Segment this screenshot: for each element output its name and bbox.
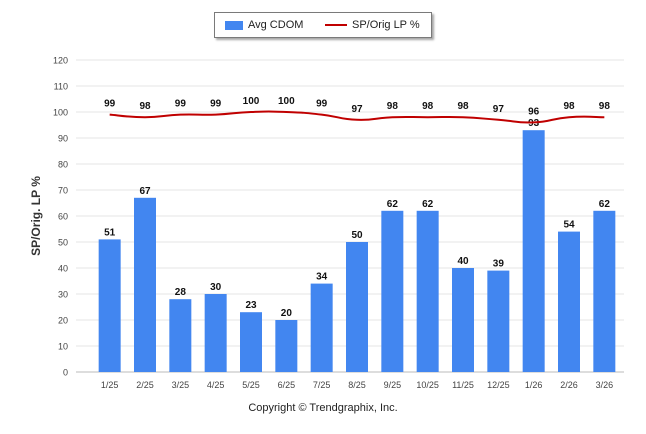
bar[interactable]	[310, 283, 333, 372]
line-value-label: 98	[599, 101, 611, 112]
bar-value-label: 30	[210, 282, 222, 293]
bar[interactable]	[98, 239, 121, 372]
bar[interactable]	[593, 210, 616, 372]
bar-value-label: 93	[528, 118, 540, 129]
x-axis-tick-labels: 1/25 2/25 3/25 4/25 5/25 6/25 7/25 8/25 9/25 10/2…	[101, 380, 613, 390]
line-value-label: 99	[210, 99, 222, 110]
legend-label-avg-cdom: Avg CDOM	[248, 19, 304, 31]
bar[interactable]	[134, 197, 156, 372]
y-tick-label: 10	[58, 342, 68, 352]
bar-value-label: 67	[139, 186, 151, 197]
bar-value-label: 23	[245, 300, 257, 311]
bar[interactable]	[169, 299, 192, 372]
bar[interactable]	[487, 270, 510, 372]
bar-value-label: 62	[387, 199, 399, 210]
bar-value-label: 28	[175, 287, 187, 298]
line-value-label: 98	[563, 101, 575, 112]
bar[interactable]	[558, 231, 580, 372]
y-tick-label: 50	[58, 238, 68, 248]
y-tick-label: 20	[58, 316, 68, 326]
y-tick-label: 40	[58, 264, 68, 274]
bar[interactable]	[381, 210, 404, 372]
x-tick-label: 7/25	[313, 380, 331, 390]
line-value-label: 100	[243, 96, 260, 107]
legend: Avg CDOM SP/Orig LP %	[214, 12, 432, 38]
x-tick-label: 11/25	[452, 380, 474, 390]
x-tick-label: 3/25	[172, 380, 190, 390]
y-tick-label: 30	[58, 290, 68, 300]
line-value-label: 98	[422, 101, 434, 112]
line-value-label: 98	[387, 101, 399, 112]
y-tick-label: 100	[53, 108, 68, 118]
y-tick-label: 110	[54, 82, 68, 92]
legend-item-sp-orig[interactable]: SP/Orig LP %	[325, 19, 420, 31]
line-value-label: 99	[104, 99, 116, 110]
line-value-label: 99	[175, 99, 187, 110]
x-tick-label: 4/25	[207, 380, 225, 390]
line-value-label: 100	[278, 96, 295, 107]
x-tick-label: 1/25	[101, 380, 119, 390]
bar-value-label: 20	[281, 308, 293, 319]
x-tick-label: 6/25	[278, 380, 296, 390]
line-value-label: 97	[351, 104, 363, 115]
line-data-labels: 99 98 99 99 100 100 99 97 98 98 98 97 96 98 98	[104, 96, 610, 117]
x-tick-label: 1/26	[525, 380, 543, 390]
x-tick-label: 2/25	[136, 380, 154, 390]
y-axis-label: SP/Orig. LP %	[29, 176, 43, 256]
y-tick-label: 70	[58, 186, 68, 196]
bars	[98, 130, 616, 372]
bar[interactable]	[416, 210, 439, 372]
bar-value-label: 40	[457, 256, 469, 267]
line-value-label: 99	[316, 99, 328, 110]
x-tick-label: 3/26	[596, 380, 614, 390]
bar-data-labels: 51 67 28 30 23 20 34 50 62 62 40 39 93 54 62	[104, 118, 610, 319]
x-tick-label: 12/25	[487, 380, 510, 390]
y-tick-label: 120	[53, 56, 68, 66]
y-tick-label: 80	[58, 160, 68, 170]
bar[interactable]	[275, 320, 298, 372]
x-tick-label: 5/25	[242, 380, 260, 390]
x-tick-label: 10/25	[416, 380, 439, 390]
bar-value-label: 50	[351, 230, 363, 241]
y-axis-tick-labels: 0 10 20 30 40 50 60 70 80 90 100 110 120	[53, 56, 68, 378]
y-tick-label: 60	[58, 212, 68, 222]
bar[interactable]	[346, 242, 368, 372]
bar[interactable]	[522, 130, 545, 372]
line-value-label: 98	[457, 101, 469, 112]
y-tick-label: 90	[58, 134, 68, 144]
legend-item-avg-cdom[interactable]: Avg CDOM	[225, 19, 303, 31]
line-series	[109, 110, 605, 124]
bar-value-label: 54	[563, 220, 575, 231]
legend-swatch-line	[325, 24, 347, 26]
bar-value-label: 34	[316, 272, 328, 283]
bar-value-label: 62	[422, 199, 434, 210]
x-tick-label: 8/25	[348, 380, 366, 390]
x-tick-label: 9/25	[384, 380, 402, 390]
copyright-text: Copyright © Trendgraphix, Inc.	[248, 402, 398, 414]
legend-label-sp-orig: SP/Orig LP %	[352, 19, 420, 31]
legend-swatch-bar	[225, 20, 243, 30]
line-value-label: 96	[528, 106, 540, 117]
bar-value-label: 39	[493, 259, 505, 270]
line-value-label: 98	[139, 101, 151, 112]
y-tick-label: 0	[63, 368, 68, 378]
line-sp-orig-lp[interactable]	[109, 110, 605, 124]
bar[interactable]	[204, 294, 227, 372]
bar-value-label: 51	[104, 227, 116, 238]
line-value-label: 97	[493, 104, 505, 115]
bar[interactable]	[240, 312, 262, 372]
bar-value-label: 62	[599, 199, 611, 210]
bar[interactable]	[452, 268, 474, 372]
x-tick-label: 2/26	[560, 380, 578, 390]
